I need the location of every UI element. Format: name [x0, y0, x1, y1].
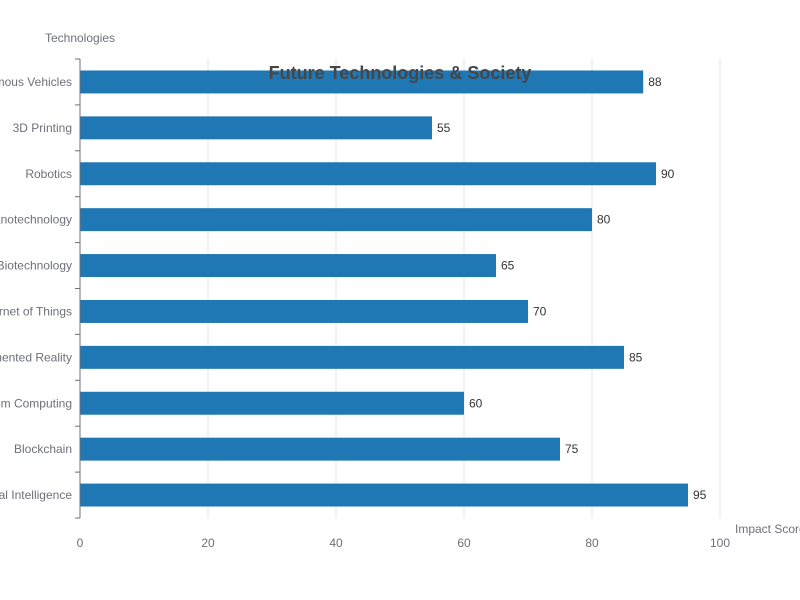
bar-value-label: 85 [629, 350, 643, 364]
x-tick-label: 60 [457, 536, 471, 550]
y-category-label: Biotechnology [0, 259, 72, 273]
x-tick-label: 40 [329, 536, 343, 550]
bar[interactable] [80, 483, 688, 507]
bar-value-label: 90 [661, 167, 675, 181]
y-category-label: Blockchain [14, 442, 72, 456]
x-tick-label: 100 [710, 536, 730, 550]
x-tick-label: 20 [201, 536, 215, 550]
bar-value-label: 70 [533, 304, 547, 318]
bar[interactable] [80, 208, 592, 232]
axes [75, 58, 81, 519]
x-tick-label: 80 [585, 536, 599, 550]
bar-value-label: 80 [597, 213, 611, 227]
bar-value-label: 95 [693, 488, 707, 502]
y-category-label: 3D Printing [13, 121, 72, 135]
bar[interactable] [80, 254, 496, 278]
x-axis-title: Impact Score [735, 522, 800, 536]
y-category-label: Autonomous Vehicles [0, 75, 72, 89]
y-category-label: Augmented Reality [0, 350, 72, 364]
bar-value-label: 55 [437, 121, 451, 135]
x-tick-label: 0 [77, 536, 84, 550]
y-category-label: Robotics [25, 167, 72, 181]
bar-value-label: 60 [469, 396, 483, 410]
bar[interactable] [80, 437, 560, 461]
labels: 0 20 40 60 80 100 95 Artificial Intelligence 75 B… [0, 75, 730, 550]
y-category-label: Quantum Computing [0, 396, 72, 410]
bar[interactable] [80, 70, 644, 94]
bar[interactable] [80, 345, 624, 369]
bar-value-label: 65 [501, 259, 515, 273]
y-category-label: Nanotechnology [0, 213, 72, 227]
y-category-label: Artificial Intelligence [0, 488, 72, 502]
bar[interactable] [80, 299, 528, 323]
bars [80, 70, 688, 507]
y-axis-title: Technologies [45, 31, 115, 45]
bar[interactable] [80, 116, 432, 140]
chart-title: Future Technologies & Society [269, 63, 532, 83]
bar-value-label: 75 [565, 442, 579, 456]
bar[interactable] [80, 162, 656, 186]
y-category-label: Internet of Things [0, 304, 72, 318]
bar-value-label: 88 [648, 75, 662, 89]
bar[interactable] [80, 391, 464, 415]
